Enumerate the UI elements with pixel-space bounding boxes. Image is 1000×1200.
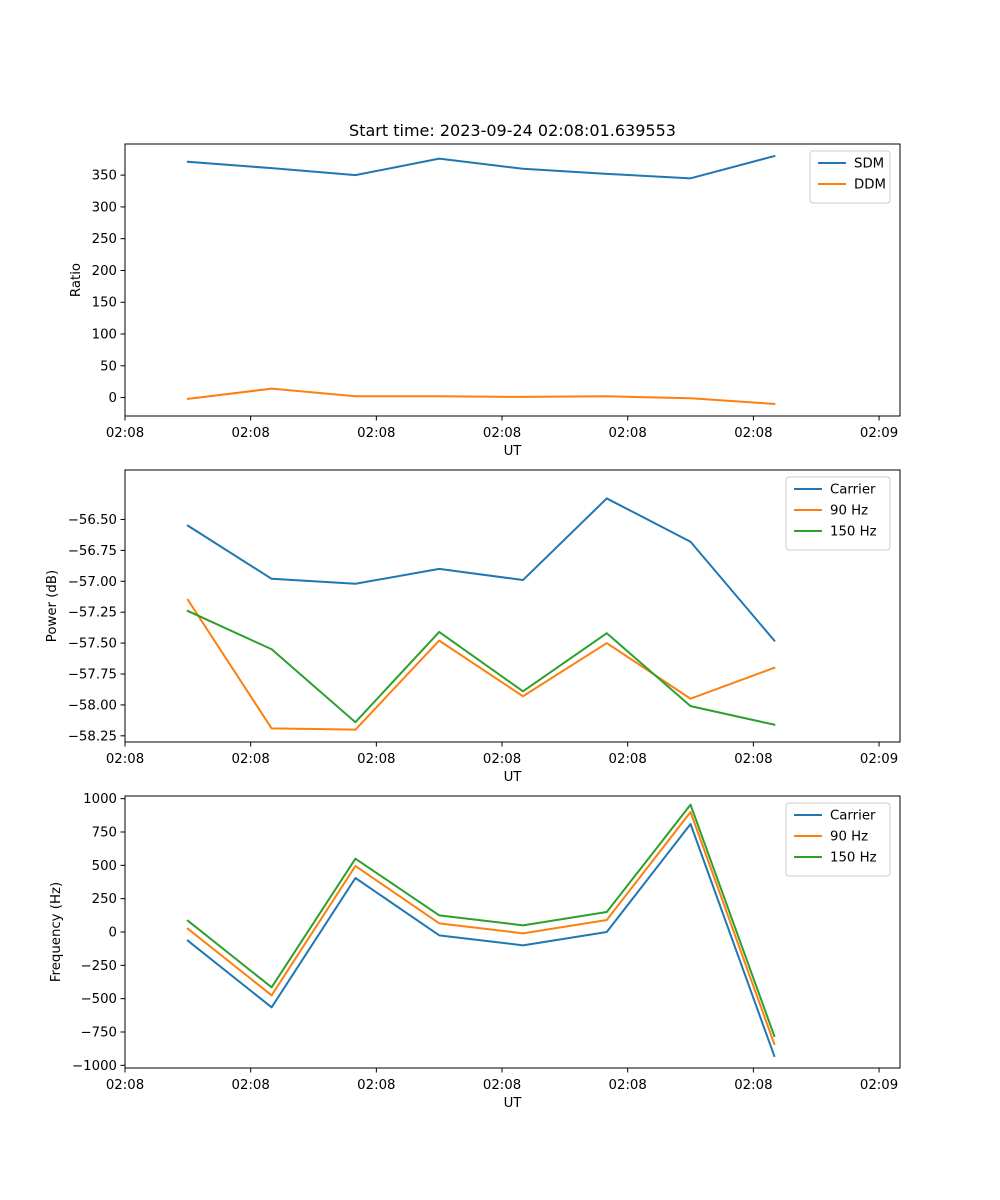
- y-axis-label: Ratio: [69, 263, 84, 297]
- legend: Carrier 90 Hz 150 Hz: [785, 476, 891, 551]
- series-line-carrier: [186, 823, 776, 1058]
- x-tick-label: 02:08: [357, 752, 395, 767]
- panel-2: 02:08 02:08 02:08 02:08 02:08 02:08 02:09 −58.2…: [45, 469, 901, 785]
- y-tick-label: −250: [80, 959, 117, 974]
- x-axis-label: UT: [504, 770, 523, 785]
- legend-label: 150 Hz: [830, 525, 877, 540]
- plot-frame: [124, 143, 901, 417]
- y-tick-label: −57.50: [68, 637, 117, 652]
- y-tick-label: −58.00: [68, 698, 117, 713]
- y-tick-label: 150: [92, 296, 117, 311]
- x-tick-label: 02:08: [232, 426, 270, 441]
- y-tick-label: −56.50: [68, 513, 117, 528]
- legend-label: Carrier: [830, 483, 876, 498]
- y-tick-label: 200: [92, 264, 117, 279]
- y-axis-label: Frequency (Hz): [49, 882, 64, 982]
- x-axis-label: UT: [504, 444, 523, 459]
- series-line-ddm: [186, 387, 776, 405]
- plot-frame: [124, 469, 901, 743]
- y-tick-label: 300: [92, 200, 117, 215]
- series-line-carrier: [186, 497, 776, 643]
- y-tick-label: 100: [92, 328, 117, 343]
- x-tick-label: 02:08: [734, 752, 772, 767]
- x-tick-label: 02:09: [860, 752, 898, 767]
- y-tick-label: −500: [80, 992, 117, 1007]
- series-line-150-hz: [186, 609, 776, 726]
- y-tick-label: −57.25: [68, 606, 117, 621]
- x-tick-label: 02:08: [483, 1078, 521, 1093]
- series-line-sdm: [186, 154, 776, 180]
- x-tick-label: 02:08: [609, 752, 647, 767]
- legend-label: SDM: [854, 157, 884, 172]
- y-axis-label: Power (dB): [45, 570, 60, 642]
- legend: SDM DDM: [809, 150, 891, 204]
- x-tick-label: 02:08: [609, 426, 647, 441]
- y-tick-label: 50: [100, 359, 117, 374]
- legend-label: Carrier: [830, 809, 876, 824]
- x-tick-label: 02:08: [483, 752, 521, 767]
- y-tick-label: −750: [80, 1026, 117, 1041]
- x-tick-label: 02:08: [232, 1078, 270, 1093]
- x-tick-label: 02:09: [860, 426, 898, 441]
- x-axis-label: UT: [504, 1096, 523, 1111]
- x-tick-label: 02:08: [483, 426, 521, 441]
- chart-title: Start time: 2023-09-24 02:08:01.639553: [349, 121, 676, 140]
- legend-label: 90 Hz: [830, 504, 868, 519]
- legend-label: DDM: [854, 178, 886, 193]
- legend-label: 90 Hz: [830, 830, 868, 845]
- y-tick-label: 350: [92, 169, 117, 184]
- x-tick-label: 02:08: [357, 1078, 395, 1093]
- y-tick-label: 250: [92, 892, 117, 907]
- y-tick-label: −56.75: [68, 544, 117, 559]
- x-tick-label: 02:08: [734, 426, 772, 441]
- series-line-150-hz: [186, 803, 776, 1038]
- y-tick-label: 500: [92, 859, 117, 874]
- legend-label: 150 Hz: [830, 851, 877, 866]
- x-tick-label: 02:09: [860, 1078, 898, 1093]
- x-tick-label: 02:08: [609, 1078, 647, 1093]
- x-tick-label: 02:08: [232, 752, 270, 767]
- series-line-90-hz: [186, 598, 776, 731]
- panel-3: 02:08 02:08 02:08 02:08 02:08 02:08 02:09 −1000…: [49, 792, 901, 1111]
- y-tick-label: −58.25: [68, 729, 117, 744]
- y-tick-label: 0: [109, 391, 117, 406]
- x-tick-label: 02:08: [106, 1078, 144, 1093]
- y-tick-label: −57.00: [68, 575, 117, 590]
- y-tick-label: −1000: [72, 1059, 117, 1074]
- x-tick-label: 02:08: [357, 426, 395, 441]
- x-tick-label: 02:08: [106, 426, 144, 441]
- y-tick-label: 0: [109, 926, 117, 941]
- y-tick-label: −57.75: [68, 668, 117, 683]
- series-line-90-hz: [186, 811, 776, 1046]
- legend: Carrier 90 Hz 150 Hz: [785, 802, 891, 877]
- x-tick-label: 02:08: [734, 1078, 772, 1093]
- x-tick-label: 02:08: [106, 752, 144, 767]
- y-tick-label: 250: [92, 232, 117, 247]
- y-tick-label: 1000: [83, 792, 117, 807]
- panel-1: Start time: 2023-09-24 02:08:01.63955302…: [69, 121, 901, 459]
- y-tick-label: 750: [92, 826, 117, 841]
